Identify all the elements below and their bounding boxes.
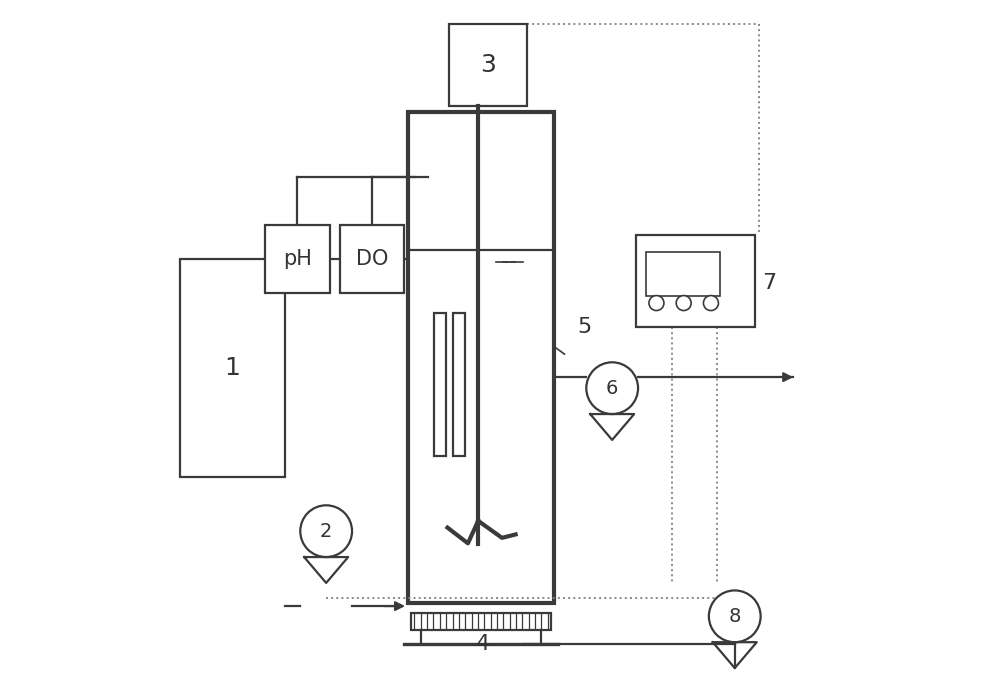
Bar	[408, 112, 554, 603]
Bar	[265, 225, 329, 293]
Bar	[449, 24, 528, 106]
Bar	[179, 259, 285, 477]
Bar	[434, 313, 447, 456]
Circle shape	[301, 505, 352, 557]
Bar	[411, 613, 551, 630]
Text: 3: 3	[480, 52, 496, 77]
Text: 6: 6	[606, 379, 618, 398]
Circle shape	[703, 296, 719, 311]
Text: 2: 2	[320, 522, 332, 541]
Text: pH: pH	[283, 249, 312, 269]
Text: 7: 7	[762, 272, 776, 293]
Bar	[453, 313, 464, 456]
Bar	[636, 235, 755, 327]
Text: 4: 4	[475, 633, 490, 654]
Bar	[340, 225, 404, 293]
Text: 5: 5	[578, 317, 592, 337]
Text: 1: 1	[225, 355, 241, 380]
Bar	[646, 252, 720, 296]
Text: 8: 8	[729, 607, 740, 626]
Text: DO: DO	[356, 249, 388, 269]
Circle shape	[587, 362, 638, 414]
Circle shape	[676, 296, 691, 311]
Circle shape	[649, 296, 664, 311]
Circle shape	[709, 590, 760, 642]
